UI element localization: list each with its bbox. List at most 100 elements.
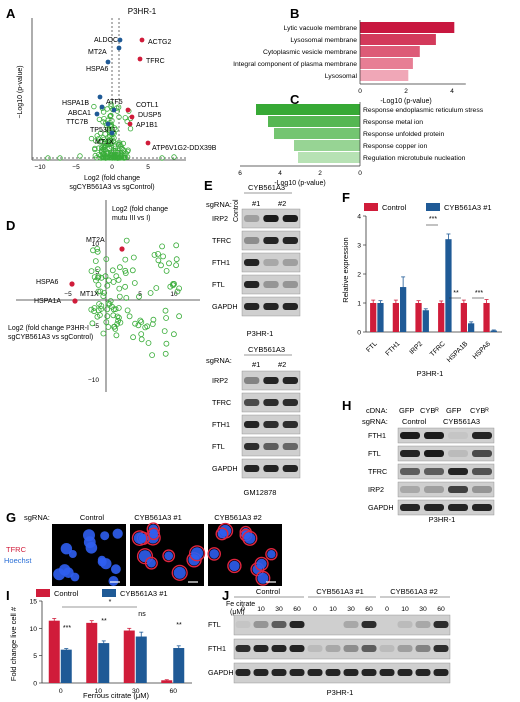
scatter-point [173, 262, 180, 269]
volcano-point [98, 144, 105, 151]
scatter-point [136, 293, 142, 300]
scatter-ytick: −5 [92, 323, 100, 330]
label-mt1x: MT1X [95, 139, 114, 146]
label-abca1: ABCA1 [68, 110, 91, 117]
volcano-point [108, 101, 114, 107]
dose-label: 10 [401, 606, 409, 613]
blot-h-gfp2: GFP [446, 406, 461, 415]
volcano-point [100, 109, 107, 115]
blot-row-label: FTL [212, 280, 225, 289]
cell-membrane [131, 530, 148, 546]
scatter-point [100, 293, 107, 300]
scatter-point [95, 274, 101, 281]
scatter-point [130, 334, 137, 341]
blot-band [282, 465, 298, 472]
panel-label-i: I [6, 588, 10, 603]
scatter-point [153, 285, 160, 291]
point-dusp5 [129, 114, 135, 120]
panel-f-chart: Control CYB561A3 #1 0 1 2 3 4 FTL FTH1 IRP2 TFRC… [341, 203, 502, 378]
volcano-point [123, 150, 129, 156]
scatter-point [91, 305, 98, 311]
blot-strip [397, 499, 495, 516]
blot-e-n2b: #2 [278, 360, 286, 369]
blot-row-label: TFRC [212, 398, 231, 407]
scatter-points [88, 237, 183, 359]
scatter-point [94, 266, 101, 273]
scatter-point [173, 256, 180, 263]
scatter-ytick: −10 [88, 377, 99, 384]
bar [422, 310, 429, 332]
blot-strip [233, 638, 451, 660]
bar-c-label: Response endoplasmic reticulum stress [363, 107, 484, 114]
blot-band [244, 281, 260, 288]
blot-row-label: FTH1 [212, 258, 230, 267]
dose-label: 30 [419, 606, 427, 613]
scatter-plot-d: Log2 (fold change mutu III vs I) 10 5 −5… [8, 200, 200, 392]
blot-band [325, 645, 341, 652]
blot-band [361, 669, 377, 676]
dose-label: 30 [347, 606, 355, 613]
bar-c [256, 104, 360, 115]
scatter-point [158, 262, 164, 269]
scatter-point [145, 340, 152, 346]
blot-band [282, 281, 298, 288]
blot-band [244, 399, 260, 406]
panel-b-go-membrane-chart: Lytic vacuole membrane Lysosomal membrane… [233, 20, 466, 105]
blot-band [244, 237, 260, 244]
bar [445, 239, 452, 332]
scatter-point [174, 288, 181, 295]
scatter-point [176, 313, 183, 320]
bar [98, 643, 110, 683]
cell-nucleus [112, 528, 123, 539]
significance-mark: *** [63, 625, 71, 632]
blot-band [400, 486, 420, 493]
panel-label-g: G [6, 510, 16, 525]
scatter-xtick: 10 [170, 291, 178, 298]
scatter-point [90, 247, 96, 254]
scatter-point [176, 285, 183, 292]
blot-band [424, 504, 444, 511]
blot-band [271, 669, 287, 676]
point-aldoc [117, 37, 123, 43]
blot-band [263, 421, 279, 428]
cell-nucleus [85, 542, 98, 554]
label-d-hspa6: HSPA6 [36, 279, 59, 286]
label-d-mt2a: MT2A [86, 237, 105, 244]
scatter-point [147, 290, 154, 296]
point-abca1 [99, 104, 105, 110]
dose-label: 60 [365, 606, 373, 613]
point-d-mt2a [119, 246, 125, 252]
scatter-point [95, 288, 102, 295]
blot-band [244, 443, 260, 450]
dose-label: 60 [437, 606, 445, 613]
blot-band [307, 645, 323, 652]
label-cotl1: COTL1 [136, 102, 159, 109]
blot-j-group2: CYB561A3 #1 [316, 587, 364, 596]
blot-h-sgrna: sgRNA: [362, 417, 388, 426]
blot-band [253, 669, 269, 676]
g-hoechst-label: Hoechst [4, 556, 32, 565]
blot-band [263, 399, 279, 406]
blot-e-top: IRP2 TFRC FTH1 FTL GAPDH [212, 208, 301, 317]
cell-membrane [254, 556, 269, 571]
blot-band [361, 621, 377, 628]
volcano-point [119, 145, 125, 152]
tick-c: 0 [358, 170, 362, 177]
scatter-point [129, 267, 136, 274]
cell-membrane [144, 556, 158, 570]
blot-band [448, 468, 468, 475]
panel-label-d: D [6, 218, 15, 233]
blot-band [235, 645, 251, 652]
point-hspa6 [105, 59, 111, 65]
blot-band [282, 377, 298, 384]
dose-label: 0 [313, 606, 317, 613]
bar-c [298, 152, 360, 163]
g-col-kd1: CYB561A3 #1 [134, 513, 182, 522]
volcano-point [88, 135, 95, 142]
scatter-point [138, 319, 145, 325]
blot-band [282, 259, 298, 266]
scatter-point [110, 279, 117, 285]
blot-band [472, 486, 492, 493]
scatter-point [161, 328, 168, 335]
